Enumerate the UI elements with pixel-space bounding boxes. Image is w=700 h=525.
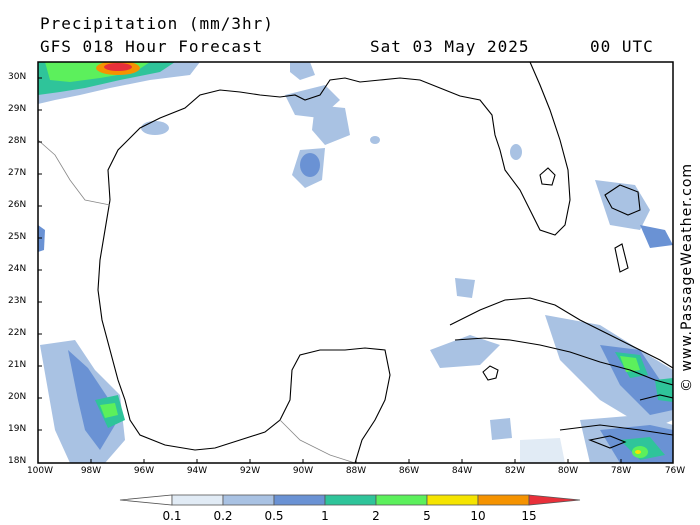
coastlines <box>97 62 673 463</box>
legend-label: 10 <box>470 509 486 523</box>
us-mexico-border <box>38 139 111 206</box>
mexico-gulf-coastline <box>97 199 391 463</box>
map-frame <box>37 61 674 464</box>
lat-tick-label: 30N <box>8 72 27 82</box>
legend-label: 0.5 <box>264 509 284 523</box>
us-gulf-coastline <box>107 62 571 236</box>
legend-label: 2 <box>372 509 380 523</box>
legend-swatch-0 <box>119 494 173 506</box>
lon-tick-label: 90W <box>292 466 314 476</box>
model-title: GFS 018 Hour Forecast <box>40 37 264 56</box>
jamaica-coast <box>588 435 627 449</box>
lon-tick-label: 76W <box>664 466 686 476</box>
lat-tick-label: 28N <box>8 136 27 146</box>
hispaniola-coast <box>639 394 673 401</box>
lon-tick-label: 80W <box>557 466 579 476</box>
lat-tick-label: 21N <box>8 360 27 370</box>
lat-tick-label: 18N <box>8 456 27 466</box>
product-title: Precipitation (mm/3hr) <box>40 14 274 33</box>
legend-swatch-4 <box>324 494 377 506</box>
bahamas-outline <box>604 184 641 216</box>
lon-tick-label: 82W <box>504 466 526 476</box>
central-america-border <box>279 419 356 463</box>
legend-label: 1 <box>321 509 329 523</box>
lat-tick-label: 24N <box>8 264 27 274</box>
legend-swatch-6 <box>426 494 479 506</box>
legend-swatch-8 <box>528 494 581 506</box>
lon-tick-label: 88W <box>345 466 367 476</box>
lon-tick-label: 86W <box>398 466 420 476</box>
legend-label: 5 <box>423 509 431 523</box>
valid-date: Sat 03 May 2025 <box>370 37 530 56</box>
lat-tick-label: 20N <box>8 392 27 402</box>
honduras-coast <box>559 424 673 436</box>
lat-tick-label: 23N <box>8 296 27 306</box>
lat-tick-label: 25N <box>8 232 27 242</box>
andros-island <box>614 243 629 273</box>
lake-okeechobee <box>539 167 556 186</box>
lon-tick-label: 84W <box>451 466 473 476</box>
lon-tick-label: 100W <box>26 466 54 476</box>
legend-swatch-3 <box>273 494 326 506</box>
legend-colorbar <box>119 494 581 506</box>
cuba-coastline <box>449 297 673 369</box>
precipitation-field <box>38 62 673 463</box>
lat-tick-label: 19N <box>8 424 27 434</box>
lon-tick-label: 96W <box>133 466 155 476</box>
map-ticks <box>38 77 622 463</box>
lon-tick-label: 92W <box>239 466 261 476</box>
isla-juventud <box>482 365 499 381</box>
lon-tick-label: 94W <box>186 466 208 476</box>
legend-swatch-1 <box>171 494 224 506</box>
legend-swatch-2 <box>222 494 275 506</box>
lat-tick-label: 22N <box>8 328 27 338</box>
lon-tick-label: 78W <box>610 466 632 476</box>
lon-tick-label: 98W <box>80 466 102 476</box>
legend-swatch-7 <box>477 494 530 506</box>
cuba-south-coast <box>454 337 673 386</box>
lat-tick-label: 26N <box>8 200 27 210</box>
lat-tick-label: 29N <box>8 104 27 114</box>
valid-time: 00 UTC <box>590 37 654 56</box>
credit-text: © www.PassageWeather.com <box>679 162 695 392</box>
lat-tick-label: 27N <box>8 168 27 178</box>
legend-label: 15 <box>521 509 537 523</box>
legend-swatch-5 <box>375 494 428 506</box>
legend-label: 0.2 <box>213 509 233 523</box>
legend-label: 0.1 <box>162 509 182 523</box>
borders <box>38 139 356 463</box>
